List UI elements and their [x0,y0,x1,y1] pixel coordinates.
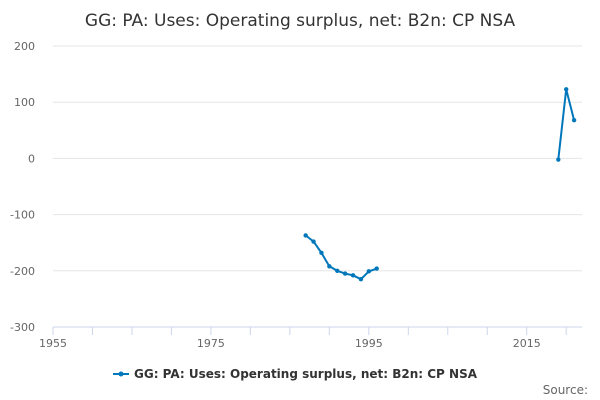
legend[interactable]: GG: PA: Uses: Operating surplus, net: B2… [113,367,478,381]
data-point[interactable] [303,233,308,238]
x-axis: 195519751995201520… [39,326,582,350]
grid [53,45,582,272]
x-tick-label: 1975 [197,337,225,350]
data-point[interactable] [327,264,332,269]
legend-marker [118,371,124,377]
y-tick-label: -100 [10,209,35,222]
chart-title: GG: PA: Uses: Operating surplus, net: B2… [85,11,516,31]
y-tick-label: -300 [10,321,35,334]
data-point[interactable] [564,87,569,92]
data-point[interactable] [366,269,372,274]
y-tick-label: 0 [28,152,35,165]
y-axis-ticks: 200 100 0 -100 -200 -300 [10,40,35,334]
data-point[interactable] [571,117,577,123]
source-label[interactable]: Source: [543,383,588,397]
data-point[interactable] [335,268,340,273]
y-tick-label: 200 [14,40,35,53]
series-layer [303,87,577,282]
y-tick-label: -200 [10,265,35,278]
x-tick-label: 2015 [513,337,541,350]
y-tick-label: 100 [14,96,35,109]
data-point[interactable] [319,250,324,256]
data-point[interactable] [556,157,561,162]
data-point[interactable] [311,239,316,244]
legend-label: GG: PA: Uses: Operating surplus, net: B2… [134,367,478,381]
x-tick-label: 1955 [39,337,67,350]
x-tick-label: 1995 [355,337,383,350]
data-point[interactable] [358,277,364,282]
data-point[interactable] [350,273,356,278]
data-point[interactable] [374,266,379,271]
series-line [304,234,378,281]
data-point[interactable] [342,271,348,276]
series-line [557,88,576,161]
